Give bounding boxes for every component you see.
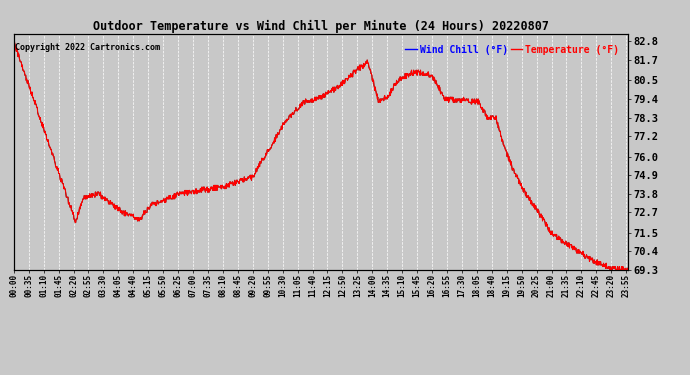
Title: Outdoor Temperature vs Wind Chill per Minute (24 Hours) 20220807: Outdoor Temperature vs Wind Chill per Mi… [93, 20, 549, 33]
Legend: Wind Chill (°F), Temperature (°F): Wind Chill (°F), Temperature (°F) [401, 41, 623, 59]
Text: Copyright 2022 Cartronics.com: Copyright 2022 Cartronics.com [15, 43, 160, 52]
